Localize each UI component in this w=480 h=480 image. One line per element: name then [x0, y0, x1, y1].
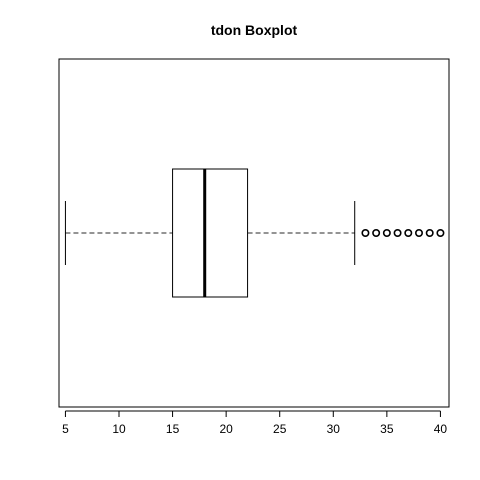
chart-title: tdon Boxplot: [211, 22, 298, 38]
outlier-point: [425, 229, 434, 238]
plot-frame: [58, 58, 450, 408]
x-tick-label: 35: [380, 422, 394, 436]
x-tick-label: 10: [112, 422, 126, 436]
outlier-point: [414, 229, 423, 238]
x-tick-label: 25: [273, 422, 287, 436]
outlier-point: [436, 229, 445, 238]
x-tick-label: 20: [219, 422, 233, 436]
outliers-group: [361, 229, 445, 238]
box-group: [64, 168, 356, 298]
outlier-point: [404, 229, 413, 238]
outlier-point: [382, 229, 391, 238]
iqr-box: [172, 168, 249, 298]
x-tick-label: 30: [327, 422, 341, 436]
x-tick-label: 15: [166, 422, 180, 436]
outlier-point: [361, 229, 370, 238]
outlier-point: [372, 229, 381, 238]
x-axis: 5 10 15 20 25 30 35 40: [62, 410, 448, 436]
x-tick-label: 40: [434, 422, 448, 436]
x-tick-label: 5: [62, 422, 69, 436]
outlier-point: [393, 229, 402, 238]
